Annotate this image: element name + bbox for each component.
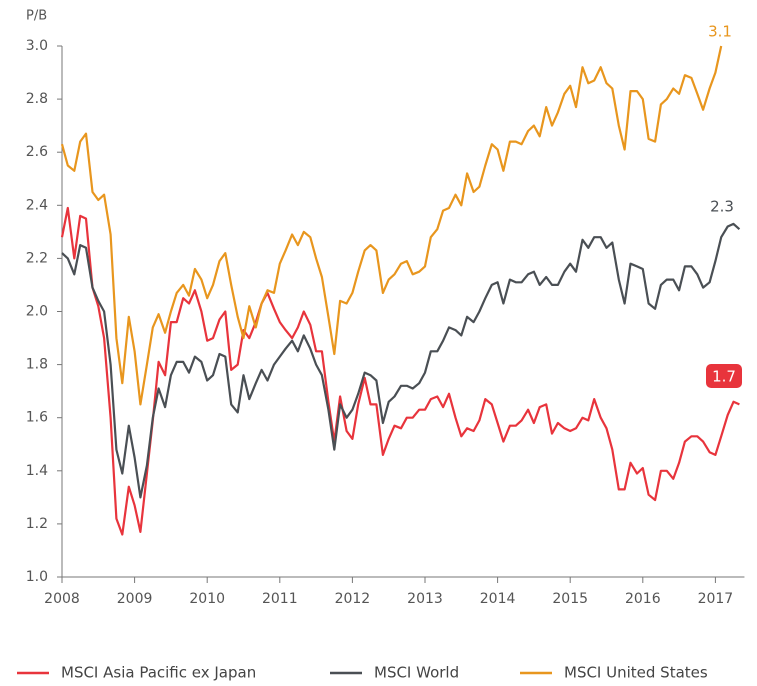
series-line [60, 206, 740, 536]
y-tick-label: 2.8 [26, 91, 48, 107]
y-tick-label: 2.0 [26, 304, 48, 320]
x-tick-label: 2010 [189, 591, 225, 607]
series-line [60, 45, 723, 406]
legend-label: MSCI Asia Pacific ex Japan [61, 664, 256, 682]
y-tick-label: 2.6 [26, 144, 48, 160]
x-tick-label: 2016 [625, 591, 661, 607]
annotation-box [706, 364, 742, 388]
y-tick-label: 1.8 [26, 357, 48, 373]
annotation: 1.7 [712, 368, 736, 386]
y-tick-label: 1.0 [26, 569, 48, 585]
annotation: 2.3 [710, 198, 734, 216]
legend-label: MSCI United States [564, 664, 708, 682]
x-tick-label: 2012 [335, 591, 371, 607]
y-tick-label: 1.4 [26, 463, 48, 479]
legend-label: MSCI World [374, 664, 459, 682]
x-tick-label: 2017 [698, 591, 734, 607]
y-tick-label: 1.6 [26, 410, 48, 426]
y-tick-label: 3.0 [26, 38, 48, 54]
y-axis-label: P/B [26, 9, 47, 24]
annotation: 3.1 [708, 23, 732, 41]
x-tick-label: 2014 [480, 591, 516, 607]
x-tick-label: 2013 [407, 591, 443, 607]
y-tick-label: 1.2 [26, 516, 48, 532]
y-tick-label: 2.2 [26, 250, 48, 266]
x-tick-label: 2015 [552, 591, 588, 607]
x-tick-label: 2008 [44, 591, 80, 607]
series-line [61, 222, 741, 499]
y-tick-label: 2.4 [26, 197, 48, 213]
x-tick-label: 2011 [262, 591, 298, 607]
x-tick-label: 2009 [117, 591, 153, 607]
